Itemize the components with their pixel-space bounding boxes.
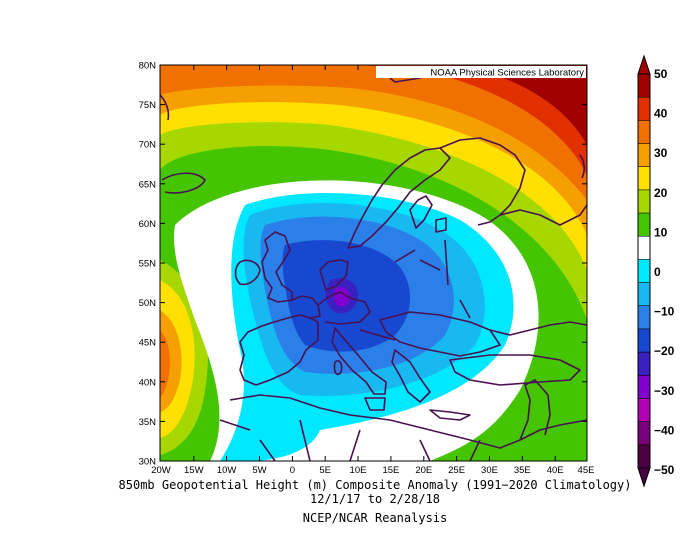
lat-label: 50N [139,298,157,309]
colorbar-swatch [638,305,650,330]
lon-label: 30E [481,465,498,476]
caption-date-range: 12/1/17 to 2/28/18 [309,492,441,506]
colorbar-swatch [638,143,650,168]
lon-ticks-bottom [193,456,556,461]
lon-label: 0 [290,465,295,476]
colorbar-swatch [638,375,650,399]
lat-axis-labels: 80N 75N 70N 65N 60N 55N 50N 45N 40N 35N … [139,61,157,468]
colorbar-swatch [638,166,650,191]
lon-label: 25E [448,465,465,476]
coastline-overlay [160,69,587,461]
lat-label: 65N [139,179,157,190]
map-frame [159,64,588,462]
colorbar-swatch [638,120,650,145]
colorbar-swatch [638,398,650,423]
colorbar-label: −30 [654,384,675,398]
colorbar-swatch [638,189,650,214]
lon-label: 45E [578,465,595,476]
lon-label: 5E [319,465,331,476]
colorbar-labels: 50 40 30 20 10 0 −10 −20 −30 −40 −50 [654,67,675,477]
colorbar-swatch [638,421,650,446]
colorbar-swatch [638,236,650,260]
lon-label: 15W [184,465,204,476]
lat-label: 55N [139,259,157,270]
anomaly-contour-fill [160,65,587,461]
colorbar-label: 10 [654,225,668,239]
colorbar-label: 30 [654,146,668,160]
lat-label: 75N [139,100,157,111]
lon-label: 20E [415,465,432,476]
lat-label: 70N [139,140,157,151]
credit-box [376,66,586,78]
lat-label: 45N [139,338,157,349]
colorbar-label: −40 [654,423,675,437]
lat-label: 30N [139,457,157,468]
colorbar-label: −10 [654,305,675,319]
lon-axis-labels: 20W 15W 10W 5W 0 5E 10E 15E 20E 25E 30E … [151,465,594,476]
lon-label: 10E [350,465,367,476]
lat-ticks-left [160,64,165,422]
lon-label: 5W [252,465,266,476]
colorbar-label: 50 [654,67,668,81]
caption-title: 850mb Geopotential Height (m) Composite … [118,478,632,492]
caption-source: NCEP/NCAR Reanalysis [302,511,448,525]
lon-label: 35E [514,465,531,476]
colorbar-swatch [638,328,650,353]
lat-label: 35N [139,417,157,428]
colorbar-label: 20 [654,186,668,200]
colorbar [637,54,651,488]
lon-label: 40E [547,465,564,476]
colorbar-swatch [638,74,650,98]
colorbar-swatch [638,282,650,307]
lon-label: 15E [382,465,399,476]
colorbar-label: 40 [654,107,668,121]
colorbar-max-arrow [637,54,651,75]
colorbar-swatch [638,352,650,376]
colorbar-swatch [638,213,650,237]
lon-ticks-top [193,65,359,70]
colorbar-swatch [638,259,650,284]
colorbar-swatch [638,97,650,121]
colorbar-label: −50 [654,463,675,477]
colorbar-label: −20 [654,344,675,358]
lat-label: 40N [139,377,157,388]
lat-label: 80N [139,61,157,72]
lat-label: 60N [139,219,157,230]
colorbar-swatch [638,444,650,469]
credit-label: NOAA Physical Sciences Laboratory [430,68,584,79]
colorbar-frame [637,73,651,469]
lat-ticks-right [582,104,587,422]
lon-label: 10W [217,465,237,476]
colorbar-label: 0 [654,265,661,279]
lon-label: 20W [151,465,171,476]
